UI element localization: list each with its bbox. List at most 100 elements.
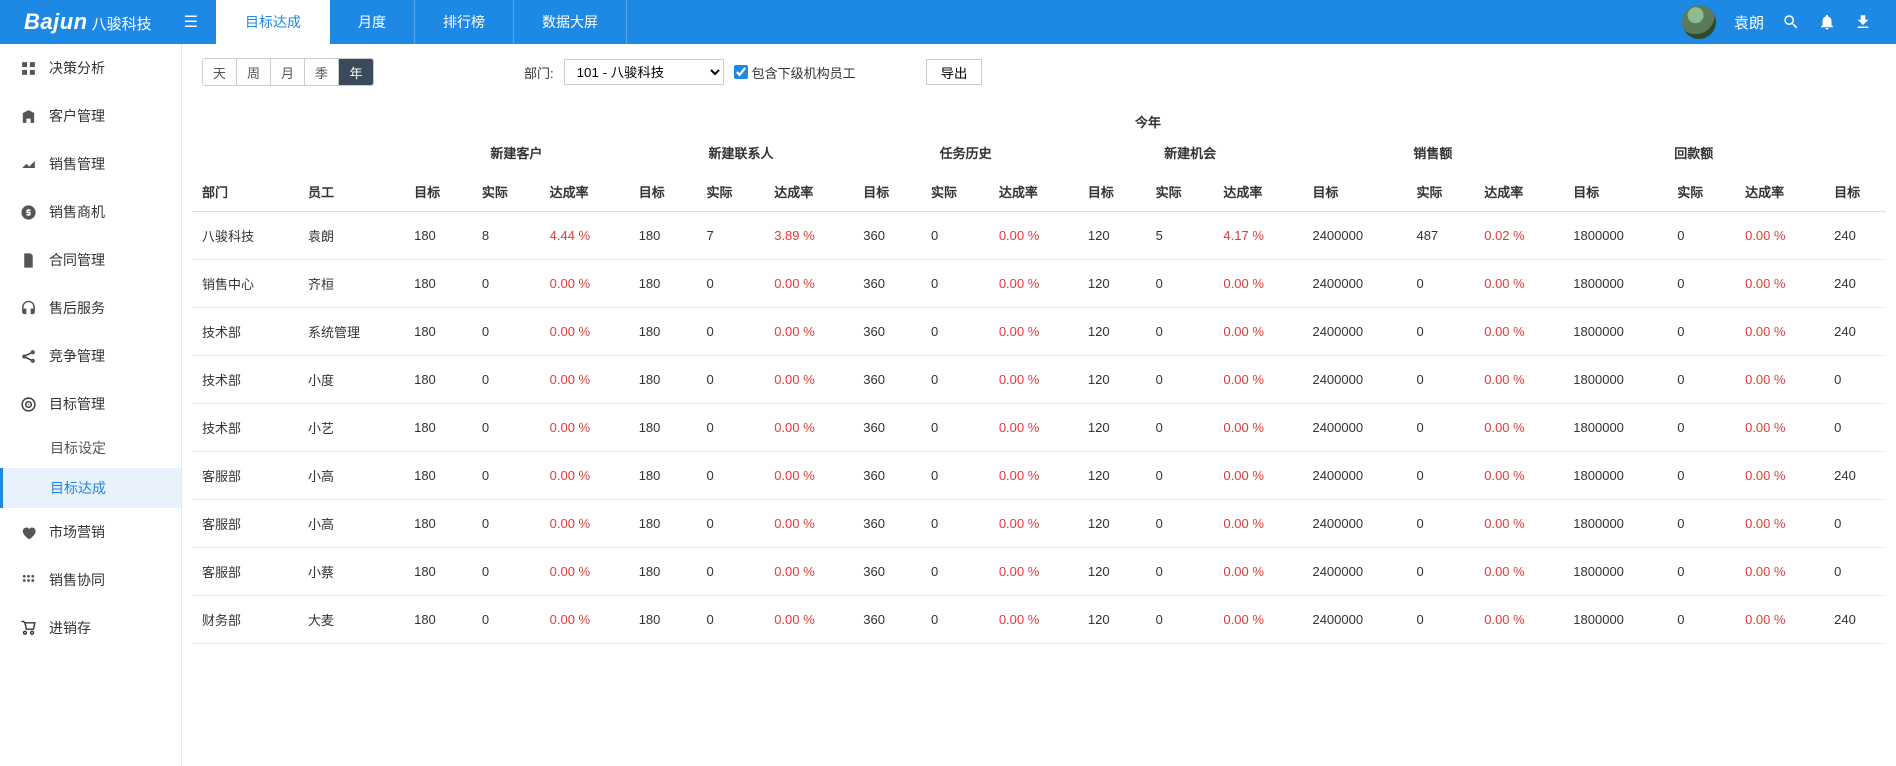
period-segmented: 天周月季年 <box>202 58 374 86</box>
cell-target: 120 <box>1078 500 1146 548</box>
cell-emp: 小艺 <box>298 404 404 452</box>
cell-actual: 0 <box>1667 452 1735 500</box>
menu-toggle-icon[interactable]: ☰ <box>166 12 216 32</box>
search-icon[interactable] <box>1782 13 1800 31</box>
sidebar-item-售后服务[interactable]: 售后服务 <box>0 284 181 332</box>
cell-actual: 0 <box>1667 596 1735 644</box>
tab-月度[interactable]: 月度 <box>330 0 415 44</box>
cell-rate: 0.00 % <box>989 308 1078 356</box>
sidebar-item-销售管理[interactable]: 销售管理 <box>0 140 181 188</box>
period-天[interactable]: 天 <box>203 59 237 85</box>
cell-actual: 0 <box>921 260 989 308</box>
cell-actual: 0 <box>1667 356 1735 404</box>
cell-rate: 0.00 % <box>540 308 629 356</box>
cell-rate: 0.00 % <box>764 452 853 500</box>
cell-dept: 技术部 <box>192 356 298 404</box>
cell-rate: 0.00 % <box>1474 452 1563 500</box>
tab-数据大屏[interactable]: 数据大屏 <box>514 0 627 44</box>
include-sub-checkbox[interactable] <box>734 65 748 79</box>
cell-rate: 0.00 % <box>989 596 1078 644</box>
cell-trailing: 0 <box>1824 356 1886 404</box>
cell-emp: 小高 <box>298 500 404 548</box>
cell-rate: 0.00 % <box>1213 356 1302 404</box>
cell-rate: 0.00 % <box>1474 548 1563 596</box>
cell-trailing: 240 <box>1824 212 1886 260</box>
table-row: 八骏科技袁朗18084.44 %18073.89 %36000.00 %1205… <box>192 212 1886 260</box>
sidebar: 决策分析客户管理销售管理销售商机合同管理售后服务竞争管理目标管理目标设定目标达成… <box>0 44 182 766</box>
table-row: 客服部小高18000.00 %18000.00 %36000.00 %12000… <box>192 500 1886 548</box>
sidebar-item-销售协同[interactable]: 销售协同 <box>0 556 181 604</box>
bell-icon[interactable] <box>1818 13 1836 31</box>
cell-target: 180 <box>629 308 697 356</box>
col-header: 达成率 <box>1474 168 1563 212</box>
cell-target: 180 <box>629 500 697 548</box>
cell-actual: 0 <box>472 500 540 548</box>
sidebar-sub-目标达成[interactable]: 目标达成 <box>0 468 181 508</box>
col-header: 实际 <box>1146 168 1214 212</box>
cell-rate: 0.00 % <box>540 452 629 500</box>
cell-rate: 0.00 % <box>764 404 853 452</box>
cell-rate: 0.00 % <box>764 500 853 548</box>
cell-actual: 487 <box>1406 212 1474 260</box>
cell-target: 2400000 <box>1302 356 1406 404</box>
cell-trailing: 240 <box>1824 260 1886 308</box>
period-月[interactable]: 月 <box>271 59 305 85</box>
cell-target: 120 <box>1078 548 1146 596</box>
cell-dept: 销售中心 <box>192 260 298 308</box>
target-table: 今年新建客户新建联系人任务历史新建机会销售额回款额部门员工目标实际达成率目标实际… <box>192 98 1886 644</box>
cell-rate: 0.00 % <box>540 404 629 452</box>
cell-emp: 小度 <box>298 356 404 404</box>
col-header: 部门 <box>192 168 298 212</box>
cell-target: 180 <box>629 212 697 260</box>
sidebar-item-销售商机[interactable]: 销售商机 <box>0 188 181 236</box>
username[interactable]: 袁朗 <box>1734 12 1764 33</box>
cell-actual: 0 <box>921 452 989 500</box>
cell-rate: 0.00 % <box>764 260 853 308</box>
group-header: 回款额 <box>1563 137 1824 168</box>
period-周[interactable]: 周 <box>237 59 271 85</box>
sidebar-item-市场营销[interactable]: 市场营销 <box>0 508 181 556</box>
period-季[interactable]: 季 <box>305 59 339 85</box>
sidebar-item-目标管理[interactable]: 目标管理 <box>0 380 181 428</box>
cell-target: 180 <box>629 548 697 596</box>
cell-target: 180 <box>629 596 697 644</box>
export-button[interactable]: 导出 <box>926 59 983 85</box>
cell-actual: 0 <box>1667 212 1735 260</box>
group-header: 新建联系人 <box>629 137 854 168</box>
cell-actual: 0 <box>921 500 989 548</box>
sidebar-item-进销存[interactable]: 进销存 <box>0 604 181 652</box>
cell-target: 2400000 <box>1302 260 1406 308</box>
cell-rate: 0.00 % <box>1474 500 1563 548</box>
cell-actual: 0 <box>1146 548 1214 596</box>
col-header: 达成率 <box>764 168 853 212</box>
sidebar-item-合同管理[interactable]: 合同管理 <box>0 236 181 284</box>
sidebar-item-客户管理[interactable]: 客户管理 <box>0 92 181 140</box>
cell-emp: 小高 <box>298 452 404 500</box>
cell-trailing: 0 <box>1824 404 1886 452</box>
download-icon[interactable] <box>1854 13 1872 31</box>
period-年[interactable]: 年 <box>339 59 373 85</box>
sidebar-item-决策分析[interactable]: 决策分析 <box>0 44 181 92</box>
cell-target: 180 <box>404 500 472 548</box>
tab-排行榜[interactable]: 排行榜 <box>415 0 514 44</box>
cell-target: 1800000 <box>1563 452 1667 500</box>
sidebar-item-竞争管理[interactable]: 竞争管理 <box>0 332 181 380</box>
cell-actual: 0 <box>1667 404 1735 452</box>
logo: Bajun 八骏科技 <box>0 9 166 35</box>
include-sub-label[interactable]: 包含下级机构员工 <box>734 63 856 82</box>
headset-icon <box>20 300 37 317</box>
tab-目标达成[interactable]: 目标达成 <box>216 0 330 44</box>
avatar[interactable] <box>1682 5 1716 39</box>
cell-emp: 系统管理 <box>298 308 404 356</box>
apps-icon <box>20 572 37 589</box>
cell-rate: 0.00 % <box>1213 452 1302 500</box>
cell-rate: 0.00 % <box>1474 308 1563 356</box>
sidebar-sub-目标设定[interactable]: 目标设定 <box>0 428 181 468</box>
cell-rate: 0.00 % <box>989 548 1078 596</box>
cell-target: 1800000 <box>1563 404 1667 452</box>
cell-target: 360 <box>853 212 921 260</box>
dept-select[interactable]: 101 - 八骏科技 <box>564 59 724 85</box>
include-sub-text: 包含下级机构员工 <box>752 63 856 82</box>
cell-actual: 8 <box>472 212 540 260</box>
cell-rate: 0.02 % <box>1474 212 1563 260</box>
